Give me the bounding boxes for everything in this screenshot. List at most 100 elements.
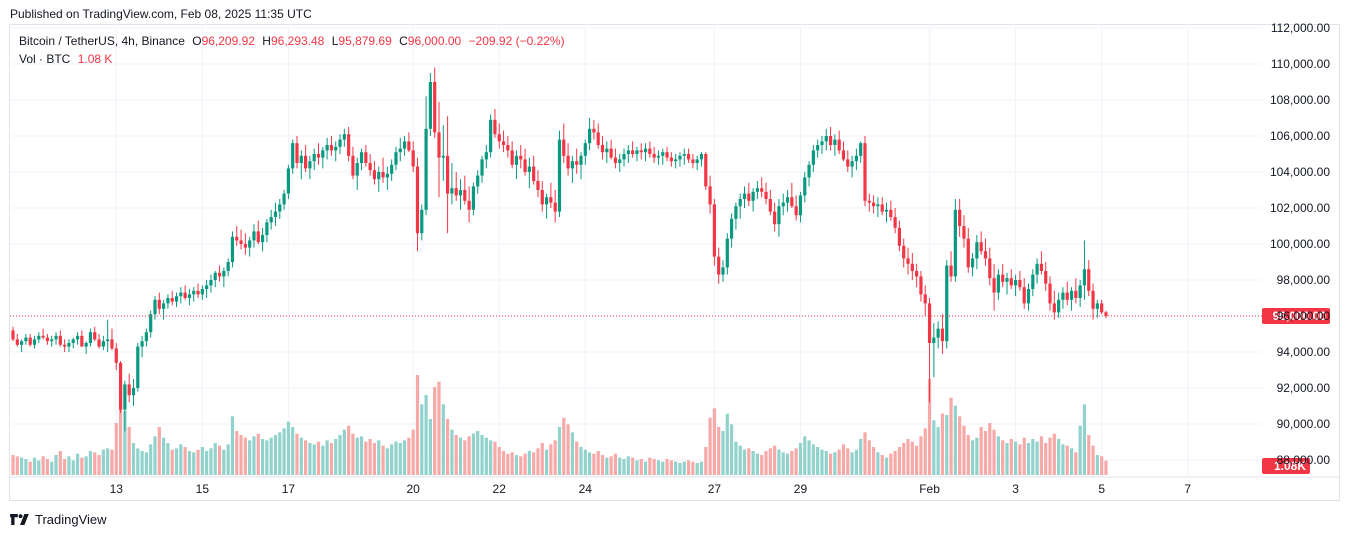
candle-body [579,155,583,165]
time-tick-label: 15 [196,482,210,496]
volume-bar [682,461,686,475]
candle-body [484,152,488,160]
candle-body [446,155,450,194]
volume-bar [794,448,798,475]
tradingview-logo[interactable]: TradingView [10,512,107,527]
volume-bar [213,443,217,475]
volume-bar [45,459,50,475]
volume-bar [192,452,196,475]
volume-bar [613,453,618,475]
volume-bar [226,444,230,475]
volume-bar [579,447,583,475]
candle-body [424,128,428,210]
volume-bar [50,461,54,475]
volume-bar [252,436,256,475]
volume-bar [816,447,820,475]
volume-bar [932,420,936,475]
volume-bar [927,379,932,475]
candle-body [205,285,209,289]
candle-body [902,245,906,259]
volume-bar [1078,425,1082,475]
candle-body [872,202,876,207]
candle-body [437,132,441,158]
time-tick-label: 20 [406,482,420,496]
candle-body [433,82,437,133]
candle-body [295,143,299,163]
candle-body [790,197,794,207]
candle-body [291,143,295,169]
volume-bar [1069,448,1074,475]
volume-bar [897,447,902,475]
candle-body [179,292,183,297]
candle-body [919,276,923,295]
candle-body [278,204,282,212]
candle-body [308,161,312,169]
open-label: O [192,34,202,48]
volume-bar [321,445,325,475]
volume-bar [489,440,493,475]
volume-bar [205,451,209,475]
volume-bar [329,443,334,475]
candle-body [953,209,957,277]
volume-bar [768,448,772,475]
symbol-title: Bitcoin / TetherUS, 4h, Binance [19,34,185,48]
volume-bar [609,456,613,475]
candle-body [764,191,768,199]
low-value: 95,879.69 [338,34,392,48]
volume-bar [544,449,549,475]
volume-bar [940,413,945,475]
candle-body [243,244,247,248]
candle-body [760,188,764,192]
volume-bar [54,455,58,475]
price-tick-label: 102,000.00 [1270,201,1330,215]
candle-body [527,166,531,172]
volume-bar [708,417,712,475]
candle-body [93,332,97,340]
candle-body [20,341,24,345]
volume-bar [859,439,863,475]
candle-body [372,170,377,180]
candle-body [252,231,256,241]
volume-bar [785,453,790,475]
candle-body [394,152,398,165]
candle-body [342,134,346,140]
candle-body [260,235,265,243]
candle-body [669,157,673,162]
volume-bar [854,449,858,475]
volume-bar [381,445,385,475]
volume-bar [166,443,170,475]
volume-bar [1009,439,1013,475]
candle-body [635,150,639,154]
candle-body [975,242,979,259]
candle-body [377,172,381,180]
volume-bar [876,452,880,475]
volume-bar [355,437,359,475]
volume-bar [291,427,295,475]
candle-body [717,256,721,275]
published-caption: Published on TradingView.com, Feb 08, 20… [10,7,312,21]
candle-body [127,384,131,396]
candle-body [269,217,273,223]
price-tick-label: 98,000.00 [1277,273,1331,287]
volume-bar [256,433,260,475]
price-tick-label: 112,000.00 [1271,21,1330,35]
volume-bar [532,452,536,475]
candle-body [381,172,385,178]
candle-body [1095,303,1099,309]
volume-bar [243,437,247,475]
volume-bar [1100,456,1104,475]
volume-bar [867,440,871,475]
candle-body [785,197,790,203]
volume-bar [32,457,37,475]
volume-bar [71,460,75,475]
candle-body [691,159,695,163]
price-axis: 88,000.00 90,000.00 92,000.00 94,000.00 96,0… [1270,21,1330,467]
candle-body [962,226,966,239]
candle-body [84,343,88,347]
volume-bar [910,441,914,475]
volume-bar [316,441,321,475]
candle-body [153,299,157,315]
candle-body [282,193,286,205]
candle-body [45,337,50,342]
